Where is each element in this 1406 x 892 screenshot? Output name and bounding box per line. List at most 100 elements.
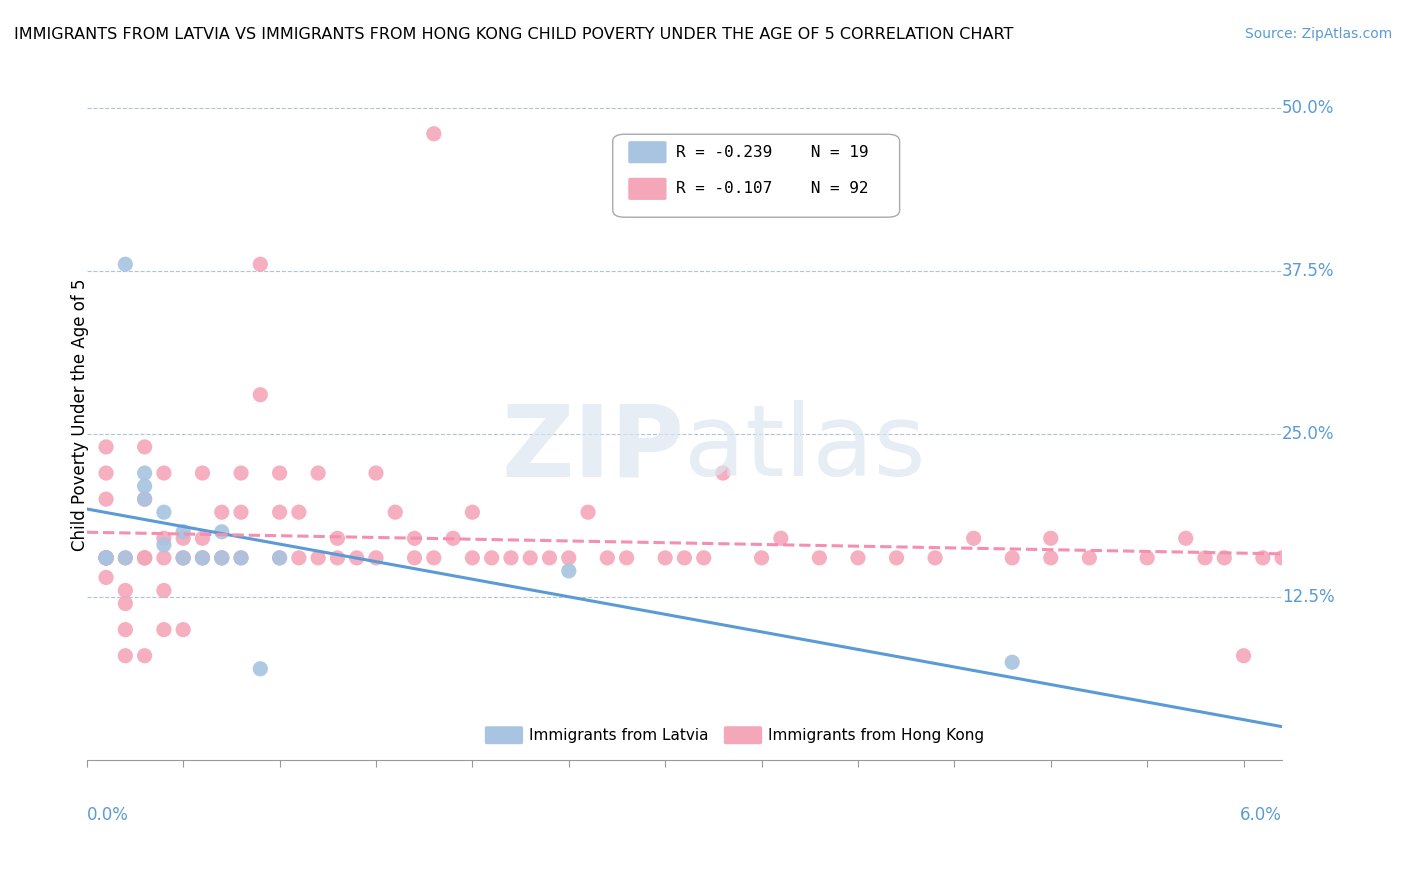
Point: [134, 648, 156, 663]
Point: [924, 550, 946, 565]
Point: [94, 550, 117, 565]
Point: [288, 505, 311, 519]
Point: [1039, 531, 1062, 545]
Point: [269, 466, 291, 480]
Point: [596, 550, 619, 565]
Point: [94, 466, 117, 480]
Text: Child Poverty Under the Age of 5: Child Poverty Under the Age of 5: [70, 278, 89, 550]
Point: [134, 492, 156, 507]
Point: [134, 550, 156, 565]
Point: [846, 550, 869, 565]
Point: [404, 531, 426, 545]
Text: R = -0.239    N = 19: R = -0.239 N = 19: [676, 145, 869, 160]
Point: [1001, 550, 1024, 565]
Point: [153, 531, 176, 545]
Point: [114, 550, 136, 565]
Point: [114, 648, 136, 663]
Point: [249, 257, 271, 271]
Point: [191, 550, 214, 565]
Point: [172, 550, 194, 565]
Point: [134, 440, 156, 454]
Text: 50.0%: 50.0%: [1282, 99, 1334, 117]
Text: Immigrants from Latvia: Immigrants from Latvia: [529, 728, 709, 743]
Text: atlas: atlas: [685, 401, 927, 498]
Point: [211, 524, 233, 539]
Point: [654, 550, 676, 565]
Point: [172, 623, 194, 637]
Text: ZIP: ZIP: [502, 401, 685, 498]
Point: [481, 550, 503, 565]
Point: [499, 550, 522, 565]
Point: [134, 479, 156, 493]
Point: [172, 524, 194, 539]
Text: 0.0%: 0.0%: [87, 805, 129, 824]
Point: [191, 531, 214, 545]
Point: [1078, 550, 1101, 565]
Point: [94, 492, 117, 507]
Point: [114, 257, 136, 271]
Text: Source: ZipAtlas.com: Source: ZipAtlas.com: [1244, 27, 1392, 41]
FancyBboxPatch shape: [485, 726, 523, 744]
Point: [1136, 550, 1159, 565]
Text: 6.0%: 6.0%: [1240, 805, 1282, 824]
Point: [94, 550, 117, 565]
Point: [423, 550, 446, 565]
Point: [326, 531, 349, 545]
Point: [326, 550, 349, 565]
Point: [364, 466, 387, 480]
Point: [249, 662, 271, 676]
Point: [94, 550, 117, 565]
Text: IMMIGRANTS FROM LATVIA VS IMMIGRANTS FROM HONG KONG CHILD POVERTY UNDER THE AGE : IMMIGRANTS FROM LATVIA VS IMMIGRANTS FRO…: [14, 27, 1014, 42]
Text: R = -0.107    N = 92: R = -0.107 N = 92: [676, 181, 869, 196]
Point: [558, 550, 581, 565]
Point: [616, 550, 638, 565]
Point: [769, 531, 792, 545]
Point: [153, 505, 176, 519]
Point: [963, 531, 986, 545]
Text: 37.5%: 37.5%: [1282, 261, 1334, 280]
Point: [134, 550, 156, 565]
Point: [441, 531, 464, 545]
Point: [1001, 655, 1024, 669]
Point: [134, 550, 156, 565]
Point: [191, 550, 214, 565]
Point: [229, 550, 252, 565]
Point: [153, 623, 176, 637]
Point: [1271, 550, 1294, 565]
Point: [307, 550, 329, 565]
Point: [1039, 550, 1062, 565]
Point: [423, 127, 446, 141]
Point: [153, 538, 176, 552]
Point: [191, 550, 214, 565]
Point: [269, 505, 291, 519]
Point: [269, 550, 291, 565]
Point: [384, 505, 406, 519]
Point: [211, 505, 233, 519]
Point: [134, 466, 156, 480]
Point: [94, 570, 117, 584]
Point: [249, 388, 271, 402]
Point: [519, 550, 541, 565]
Point: [307, 466, 329, 480]
Point: [693, 550, 716, 565]
Point: [576, 505, 599, 519]
Point: [172, 550, 194, 565]
Point: [114, 597, 136, 611]
Point: [211, 550, 233, 565]
Point: [94, 550, 117, 565]
FancyBboxPatch shape: [628, 178, 666, 200]
Point: [808, 550, 831, 565]
Point: [114, 583, 136, 598]
Point: [94, 550, 117, 565]
Point: [94, 550, 117, 565]
Text: 25.0%: 25.0%: [1282, 425, 1334, 443]
Point: [153, 583, 176, 598]
Point: [153, 550, 176, 565]
Point: [538, 550, 561, 565]
FancyBboxPatch shape: [724, 726, 762, 744]
Point: [886, 550, 908, 565]
Point: [751, 550, 773, 565]
Point: [346, 550, 368, 565]
Point: [558, 564, 581, 578]
Point: [172, 550, 194, 565]
